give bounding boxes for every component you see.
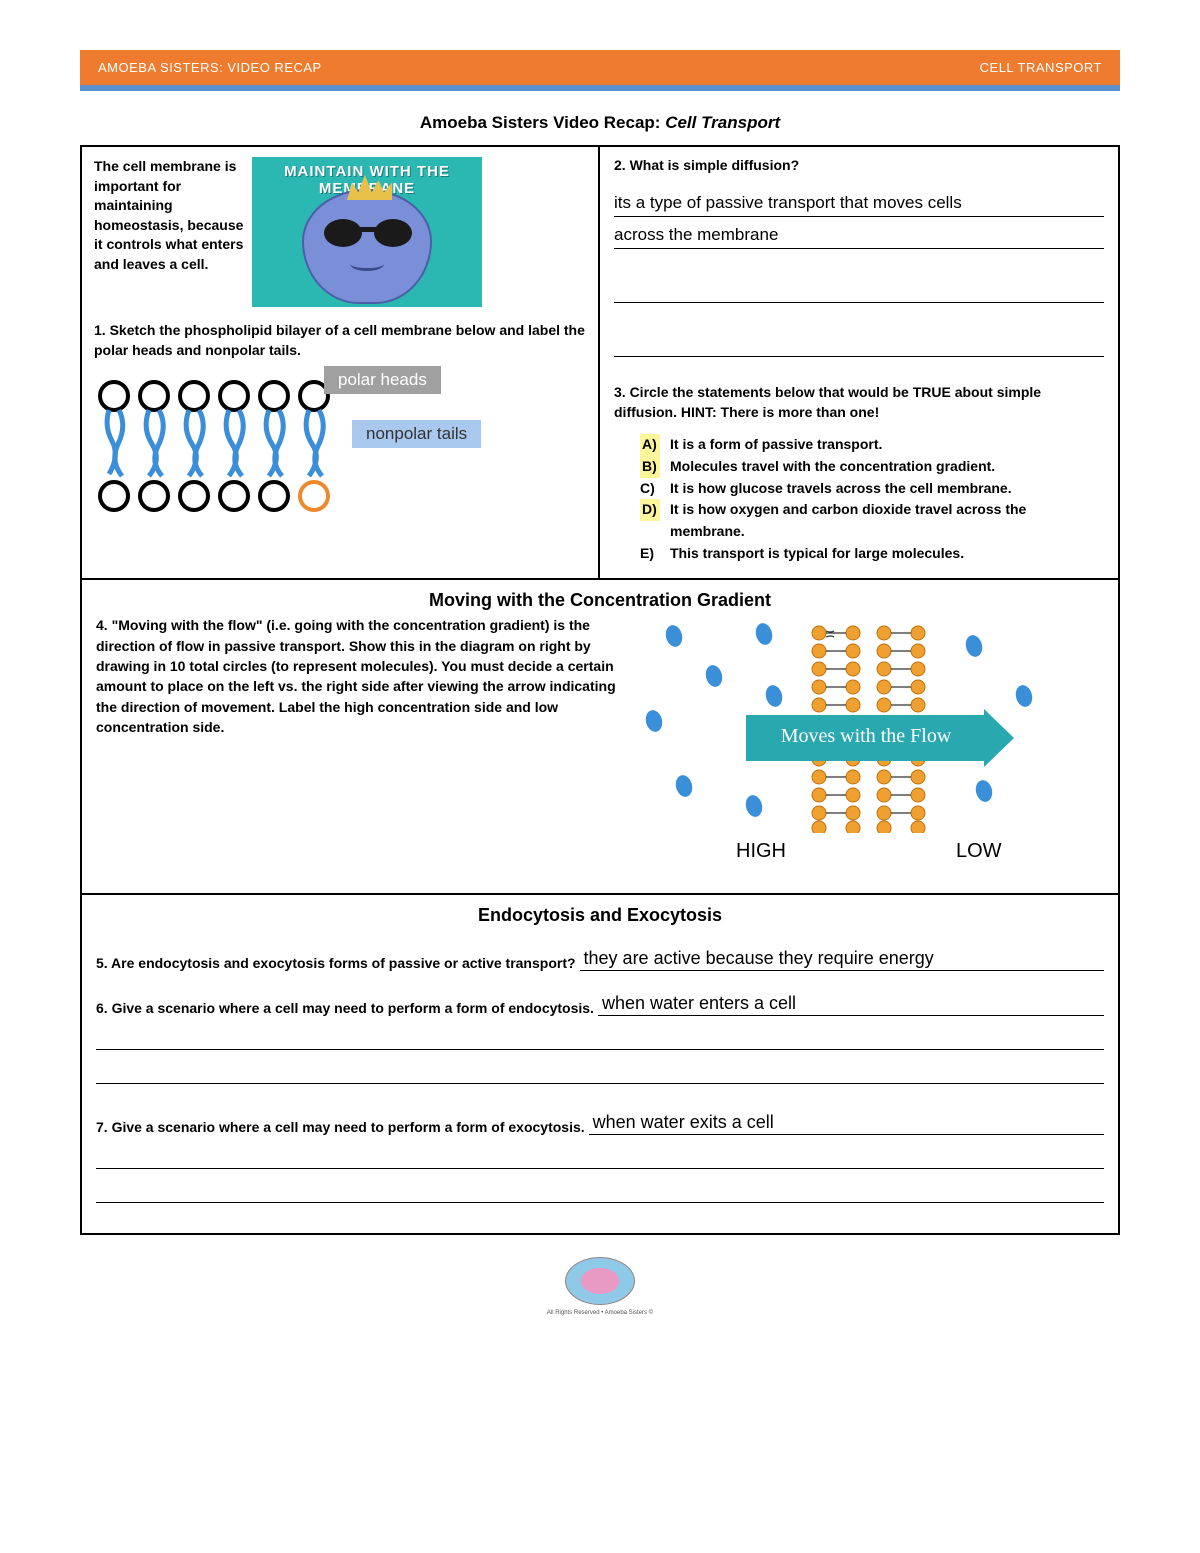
q3-a-letter: A) [640, 434, 660, 456]
q5-prompt: 5. Are endocytosis and exocytosis forms … [96, 955, 576, 971]
q7-blank-2 [96, 1169, 1104, 1203]
q3-c-letter: C) [640, 478, 660, 500]
footer-text: All Rights Reserved • Amoeba Sisters © [80, 1310, 1120, 1316]
q3-d-letter: D) [640, 499, 660, 521]
q7: 7. Give a scenario where a cell may need… [96, 1112, 1104, 1135]
q6-blank-2 [96, 1050, 1104, 1084]
q3-option-b: B) Molecules travel with the concentrati… [640, 456, 1104, 478]
q5-answer: they are active because they require ene… [580, 948, 1104, 971]
q3-option-a: A) It is a form of passive transport. [640, 434, 1104, 456]
q3-prompt: 3. Circle the statements below that woul… [614, 383, 1104, 422]
q4-prompt: 4. "Moving with the flow" (i.e. going wi… [96, 615, 616, 875]
polar-heads-label: polar heads [324, 366, 441, 394]
title-prefix: Amoeba Sisters Video Recap: [420, 113, 665, 132]
flow-banner: Moves with the Flow [746, 715, 986, 761]
footer: All Rights Reserved • Amoeba Sisters © [80, 1257, 1120, 1316]
cell-q1: The cell membrane is important for maint… [82, 147, 600, 578]
worksheet: The cell membrane is important for maint… [80, 145, 1120, 1235]
q3-options: A) It is a form of passive transport. B)… [614, 434, 1104, 564]
q3-d-text: It is how oxygen and carbon dioxide trav… [670, 499, 1104, 542]
row-2: Moving with the Concentration Gradient 4… [82, 580, 1118, 895]
q3-b-letter: B) [640, 456, 660, 478]
flow-banner-text: Moves with the Flow [746, 715, 986, 748]
q2-blank-1 [614, 277, 1104, 303]
row-3: Endocytosis and Exocytosis 5. Are endocy… [82, 895, 1118, 1233]
q7-answer: when water exits a cell [589, 1112, 1104, 1135]
q2-answer-2: across the membrane [614, 223, 1104, 249]
q6-answer: when water enters a cell [598, 993, 1104, 1016]
section2-title: Moving with the Concentration Gradient [96, 580, 1104, 615]
header-right: CELL TRANSPORT [980, 60, 1102, 75]
footer-logo [565, 1257, 635, 1305]
q3-b-text: Molecules travel with the concentration … [670, 456, 995, 478]
q6: 6. Give a scenario where a cell may need… [96, 993, 1104, 1016]
intro-text: The cell membrane is important for maint… [94, 157, 244, 307]
q3-e-text: This transport is typical for large mole… [670, 543, 964, 565]
q7-prompt: 7. Give a scenario where a cell may need… [96, 1119, 585, 1135]
q3-c-text: It is how glucose travels across the cel… [670, 478, 1012, 500]
header-accent-strip [80, 85, 1120, 91]
page-title: Amoeba Sisters Video Recap: Cell Transpo… [80, 113, 1120, 133]
bilayer-svg [94, 366, 354, 526]
q3-option-c: C) It is how glucose travels across the … [640, 478, 1104, 500]
low-label: LOW [956, 840, 1002, 863]
mascot-image: MAINTAIN WITH THE MEMBRANE [252, 157, 482, 307]
q5: 5. Are endocytosis and exocytosis forms … [96, 948, 1104, 971]
title-topic: Cell Transport [665, 113, 780, 132]
q3-a-text: It is a form of passive transport. [670, 434, 882, 456]
high-label: HIGH [736, 840, 786, 863]
q2-prompt: 2. What is simple diffusion? [614, 157, 1104, 173]
bilayer-sketch: polar heads nonpolar tails [94, 366, 586, 526]
q2-answer-1: its a type of passive transport that mov… [614, 191, 1104, 217]
q3-e-letter: E) [640, 543, 660, 565]
row-1: The cell membrane is important for maint… [82, 147, 1118, 580]
q7-blank-1 [96, 1135, 1104, 1169]
header-left: AMOEBA SISTERS: VIDEO RECAP [98, 60, 322, 75]
nonpolar-tails-label: nonpolar tails [352, 420, 481, 448]
q6-blank-1 [96, 1016, 1104, 1050]
q6-prompt: 6. Give a scenario where a cell may need… [96, 1000, 594, 1016]
section3-title: Endocytosis and Exocytosis [96, 895, 1104, 930]
header-bar: AMOEBA SISTERS: VIDEO RECAP CELL TRANSPO… [80, 50, 1120, 85]
q3-option-d: D) It is how oxygen and carbon dioxide t… [640, 499, 1104, 542]
cell-q2-q3: 2. What is simple diffusion? its a type … [600, 147, 1118, 578]
gradient-diagram: Moves with the Flow HIGH LOW [636, 615, 1056, 875]
q2-blank-2 [614, 331, 1104, 357]
q1-prompt: 1. Sketch the phospholipid bilayer of a … [94, 321, 586, 360]
q3-option-e: E) This transport is typical for large m… [640, 543, 1104, 565]
